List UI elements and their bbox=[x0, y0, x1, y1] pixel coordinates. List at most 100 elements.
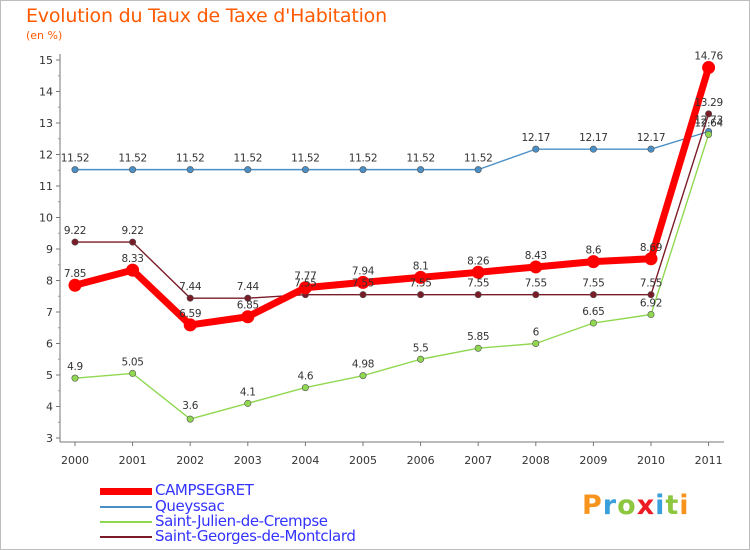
data-point bbox=[359, 291, 367, 299]
data-point bbox=[241, 310, 255, 324]
data-point bbox=[589, 145, 597, 153]
data-point bbox=[705, 130, 713, 138]
x-tick-label: 2001 bbox=[119, 454, 147, 467]
data-point bbox=[183, 318, 197, 332]
x-tick-label: 2009 bbox=[579, 454, 607, 467]
y-tick-label: 14 bbox=[39, 86, 53, 99]
data-point bbox=[417, 355, 425, 363]
logo-letter: t bbox=[665, 490, 680, 521]
y-tick-label: 7 bbox=[46, 306, 53, 319]
data-point bbox=[474, 344, 482, 352]
x-tick-label: 2007 bbox=[464, 454, 492, 467]
data-label: 11.52 bbox=[61, 153, 90, 165]
data-point bbox=[301, 384, 309, 392]
data-point bbox=[71, 374, 79, 382]
data-label: 4.9 bbox=[67, 361, 83, 373]
legend-swatch bbox=[100, 506, 152, 508]
logo-letter: i bbox=[655, 490, 666, 521]
series-line-2 bbox=[74, 134, 710, 420]
data-point bbox=[71, 166, 79, 174]
x-tick-label: 2008 bbox=[522, 454, 550, 467]
data-label: 8.43 bbox=[525, 250, 547, 262]
data-label: 13.29 bbox=[694, 97, 723, 109]
data-point bbox=[244, 166, 252, 174]
chart-subtitle: (en %) bbox=[26, 29, 63, 42]
legend-label: Saint-Georges-de-Montclard bbox=[155, 527, 356, 545]
data-point bbox=[126, 263, 140, 277]
x-tick-label: 2005 bbox=[349, 454, 377, 467]
data-point bbox=[644, 252, 658, 266]
data-label: 7.55 bbox=[525, 278, 547, 290]
data-label: 6.65 bbox=[582, 306, 604, 318]
y-tick-label: 15 bbox=[39, 54, 53, 67]
data-point bbox=[301, 166, 309, 174]
series-lines bbox=[68, 61, 716, 423]
data-label: 8.6 bbox=[585, 245, 601, 257]
data-label: 7.55 bbox=[294, 278, 316, 290]
x-tick-label: 2004 bbox=[291, 454, 319, 467]
data-label: 11.52 bbox=[176, 153, 205, 165]
data-label: 5.05 bbox=[122, 356, 144, 368]
data-label: 8.33 bbox=[122, 253, 144, 265]
x-tick-label: 2000 bbox=[61, 454, 89, 467]
data-point bbox=[68, 278, 82, 292]
x-tick-label: 2011 bbox=[695, 454, 723, 467]
data-label: 9.22 bbox=[64, 225, 86, 237]
data-point bbox=[244, 399, 252, 407]
data-label: 11.52 bbox=[464, 153, 493, 165]
series-line-0 bbox=[74, 66, 712, 329]
legend-swatch bbox=[100, 521, 152, 523]
logo-letter: i bbox=[679, 490, 690, 521]
series-line-3 bbox=[75, 113, 710, 299]
data-point bbox=[589, 291, 597, 299]
proxiti-logo: Proxiti bbox=[582, 490, 690, 521]
y-tick-label: 11 bbox=[39, 180, 53, 193]
data-label: 6.59 bbox=[179, 308, 201, 320]
logo-letter: r bbox=[602, 490, 618, 521]
data-label: 14.76 bbox=[694, 51, 723, 63]
data-label: 11.52 bbox=[118, 153, 147, 165]
data-label: 8.69 bbox=[640, 242, 662, 254]
data-label: 12.17 bbox=[522, 132, 551, 144]
legend-label: Saint-Julien-de-Crempse bbox=[155, 512, 328, 530]
y-tick-label: 13 bbox=[39, 117, 53, 130]
data-point bbox=[474, 166, 482, 174]
x-tick-label: 2006 bbox=[407, 454, 435, 467]
data-labels: 7.85 8.33 6.59 6.85 7.77 7.94 8.1 8.26 8.43 8.6 8.… bbox=[61, 51, 724, 413]
data-label: 11.52 bbox=[234, 153, 263, 165]
data-point bbox=[702, 61, 716, 75]
data-point bbox=[414, 270, 428, 284]
x-tick-label: 2002 bbox=[176, 454, 204, 467]
data-point bbox=[529, 260, 543, 274]
data-label: 12.17 bbox=[637, 132, 666, 144]
y-tick-label: 4 bbox=[46, 401, 53, 414]
data-point bbox=[356, 275, 370, 289]
data-label: 7.55 bbox=[467, 278, 489, 290]
legend-swatch bbox=[100, 536, 152, 538]
data-point bbox=[71, 238, 79, 246]
data-point bbox=[647, 291, 655, 299]
x-tick-label: 2010 bbox=[637, 454, 665, 467]
data-label: 6.92 bbox=[640, 298, 662, 310]
data-label: 11.52 bbox=[291, 153, 320, 165]
y-tick-label: 5 bbox=[46, 369, 53, 382]
data-label: 7.44 bbox=[237, 281, 260, 293]
data-label: 12.17 bbox=[579, 132, 608, 144]
data-point bbox=[186, 166, 194, 174]
data-label: 4.1 bbox=[240, 386, 256, 398]
series-line-1 bbox=[75, 130, 709, 171]
data-label: 3.6 bbox=[182, 400, 198, 412]
data-label: 7.44 bbox=[179, 281, 202, 293]
data-point bbox=[647, 311, 655, 319]
data-point bbox=[532, 339, 540, 347]
data-label: 4.98 bbox=[352, 359, 374, 371]
y-tick-label: 3 bbox=[46, 432, 53, 445]
data-point bbox=[129, 369, 137, 377]
data-point bbox=[298, 281, 312, 295]
data-label: 12.73 bbox=[694, 115, 723, 127]
data-label: 12.64 bbox=[694, 117, 723, 129]
data-point bbox=[532, 291, 540, 299]
data-label: 11.52 bbox=[406, 153, 435, 165]
axes: 3 4 5 6 7 8 9 10 11 12 13 14 15 2000 2001 2002 2003 2004 2… bbox=[39, 54, 724, 467]
